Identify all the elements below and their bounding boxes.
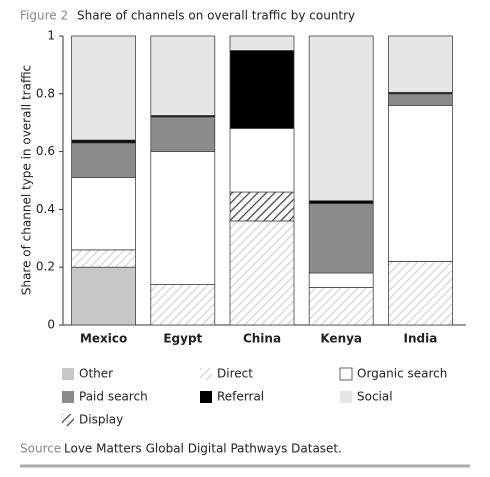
bar-segment (387, 93, 453, 106)
x-tick-label: Mexico (80, 332, 127, 346)
y-axis-label: Share of channel type in overall traffic (20, 65, 34, 295)
chart-title: Share of channels on overall traffic by … (77, 9, 355, 23)
x-tick-label: Egypt (163, 332, 202, 346)
legend-swatch (339, 367, 353, 381)
bar-segment (229, 128, 295, 193)
x-tick-label: India (403, 332, 437, 346)
legend-label: Organic search (357, 367, 447, 381)
bar-segment (71, 266, 136, 326)
bar-segment (71, 249, 136, 268)
legend-swatch (200, 391, 212, 403)
y-tick-label: 0.4 (36, 202, 55, 216)
source-label: Source (20, 442, 61, 456)
bar-segment (71, 177, 136, 251)
legend-label: Display (79, 413, 123, 427)
bar-segment (308, 35, 374, 202)
bar-segment (387, 261, 453, 326)
bar-segment (229, 191, 295, 222)
bar-segment (308, 272, 374, 288)
legend-swatch (62, 414, 74, 426)
y-tick-label: 1 (47, 29, 55, 43)
legend-label: Paid search (79, 390, 148, 404)
bar-segment (71, 139, 136, 144)
x-tick-label: Kenya (320, 332, 362, 346)
bar-segment (71, 35, 136, 141)
legend-swatch (340, 391, 352, 403)
figure-label: Figure 2 (20, 9, 68, 23)
bar-segment (71, 142, 136, 179)
source: Love Matters Global Digital Pathways Dat… (64, 442, 342, 456)
x-tick-label: China (243, 332, 281, 346)
bar-segment (229, 35, 295, 51)
legend-label: Referral (217, 390, 264, 404)
bar-segment (308, 200, 374, 205)
legend-label: Other (79, 367, 113, 381)
legend-swatch (62, 391, 74, 403)
bar-segment (308, 287, 374, 326)
y-tick-label: 0.6 (36, 144, 55, 158)
y-tick-label: 0.8 (36, 86, 55, 100)
legend-swatch (62, 368, 74, 380)
legend-swatch (200, 368, 212, 380)
bar-segment (229, 50, 295, 129)
bar-segment (150, 284, 216, 326)
bar-segment (229, 220, 295, 326)
y-tick-label: 0.2 (36, 260, 55, 274)
bar-segment (387, 104, 453, 262)
bar-segment (150, 35, 216, 116)
bar-segment (150, 151, 216, 285)
legend-label: Direct (217, 367, 253, 381)
y-tick-label: 0 (47, 318, 55, 332)
legend-label: Social (357, 390, 393, 404)
bar-segment (308, 203, 374, 274)
bar-segment (150, 116, 216, 152)
bar-segment (387, 35, 453, 93)
